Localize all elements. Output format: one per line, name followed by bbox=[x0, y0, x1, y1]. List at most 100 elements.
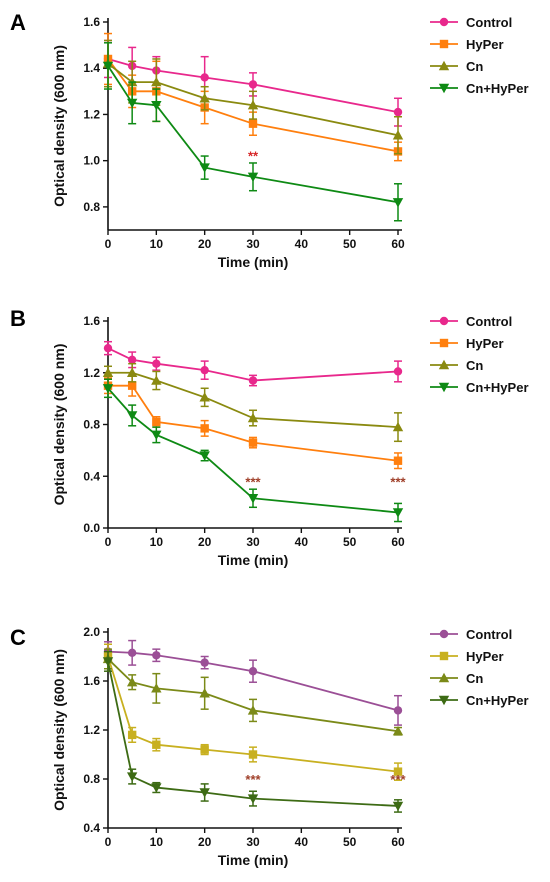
legend-marker bbox=[439, 338, 449, 348]
data-point bbox=[126, 98, 138, 109]
data-point bbox=[126, 367, 138, 377]
y-axis-title: Optical density (600 nm) bbox=[51, 45, 67, 207]
legend-entry: Cn bbox=[430, 59, 483, 74]
legend-entry: Cn+HyPer bbox=[430, 380, 529, 395]
series-line bbox=[107, 661, 399, 807]
legend-label: HyPer bbox=[466, 37, 504, 52]
data-point bbox=[392, 130, 404, 140]
legend-entry: HyPer bbox=[430, 37, 504, 52]
data-point bbox=[392, 801, 404, 812]
x-tick-label: 0 bbox=[105, 237, 112, 251]
legend-entry: Control bbox=[430, 15, 512, 30]
series-cn-hyper bbox=[102, 378, 404, 523]
legend-entry: HyPer bbox=[430, 649, 504, 664]
data-point bbox=[393, 107, 403, 117]
data-point bbox=[102, 61, 114, 72]
data-point bbox=[200, 365, 209, 375]
data-point bbox=[127, 730, 137, 740]
data-point bbox=[248, 119, 258, 128]
x-tick-label: 0 bbox=[105, 835, 112, 849]
legend-entry: Cn bbox=[430, 671, 483, 686]
data-point bbox=[102, 367, 114, 377]
legend-label: Cn+HyPer bbox=[466, 380, 529, 395]
data-point bbox=[152, 740, 161, 749]
data-point bbox=[393, 456, 403, 465]
legend-entry: Cn bbox=[430, 358, 483, 373]
y-tick-label: 2.0 bbox=[83, 625, 100, 639]
data-point bbox=[200, 73, 209, 82]
x-tick-label: 30 bbox=[246, 535, 260, 549]
series-line bbox=[107, 387, 399, 514]
data-point bbox=[393, 706, 403, 715]
data-point bbox=[248, 667, 258, 676]
legend-marker bbox=[438, 695, 450, 706]
x-tick-label: 30 bbox=[246, 237, 260, 251]
x-axis-title: Time (min) bbox=[218, 852, 289, 868]
legend-marker bbox=[438, 382, 450, 393]
data-point bbox=[151, 101, 162, 111]
data-point bbox=[152, 651, 161, 660]
data-point bbox=[126, 411, 138, 421]
data-point bbox=[151, 76, 162, 87]
data-point bbox=[199, 392, 210, 402]
data-point bbox=[200, 745, 209, 754]
data-point bbox=[199, 688, 210, 698]
y-axis-title: Optical density (600 nm) bbox=[51, 649, 67, 811]
y-tick-label: 1.6 bbox=[83, 674, 100, 688]
data-point bbox=[247, 412, 259, 423]
data-point bbox=[393, 367, 403, 376]
data-point bbox=[127, 648, 137, 658]
legend-marker bbox=[439, 651, 449, 661]
panel-a: A 0.8 1.0 1.2 1.4 1.6 0 10 20 30 40 50 60 Time (min) O… bbox=[10, 10, 529, 270]
y-tick-label: 1.2 bbox=[83, 366, 100, 380]
legend-marker bbox=[439, 39, 449, 49]
data-point bbox=[151, 430, 162, 441]
y-tick-label: 0.8 bbox=[83, 200, 100, 214]
legend-label: Control bbox=[466, 627, 512, 642]
data-point bbox=[102, 657, 114, 667]
data-point bbox=[393, 767, 403, 776]
data-point bbox=[247, 100, 259, 110]
data-point bbox=[199, 93, 210, 103]
series-line bbox=[107, 656, 399, 773]
data-point bbox=[248, 750, 258, 759]
significance-marker: *** bbox=[245, 772, 261, 787]
legend-entry: Cn+HyPer bbox=[430, 693, 529, 708]
y-axis-title: Optical density (600 nm) bbox=[51, 344, 67, 506]
legend-marker bbox=[438, 672, 450, 683]
x-tick-label: 20 bbox=[198, 237, 212, 251]
data-point bbox=[248, 376, 258, 385]
series-line bbox=[108, 371, 399, 428]
data-point bbox=[247, 705, 259, 715]
data-point bbox=[248, 80, 258, 89]
series-cn-hyper bbox=[102, 42, 404, 222]
panel-b: B 0.0 0.4 0.8 1.2 1.6 0 10 20 30 40 50 60 Time (min) O… bbox=[10, 306, 529, 568]
legend-label: HyPer bbox=[466, 336, 504, 351]
legend-label: Cn+HyPer bbox=[466, 81, 529, 96]
data-point bbox=[247, 494, 259, 504]
panel-label: A bbox=[10, 10, 26, 35]
series-cn bbox=[102, 39, 404, 155]
data-point bbox=[151, 783, 162, 793]
data-point bbox=[247, 794, 259, 804]
data-point bbox=[152, 359, 161, 368]
data-point bbox=[102, 384, 114, 394]
legend-marker bbox=[438, 359, 450, 370]
series-line bbox=[107, 62, 399, 137]
x-tick-label: 20 bbox=[198, 835, 212, 849]
y-tick-label: 1.6 bbox=[83, 15, 100, 29]
x-tick-label: 0 bbox=[105, 535, 112, 549]
data-point bbox=[199, 788, 210, 798]
data-point bbox=[199, 163, 210, 173]
data-point bbox=[247, 172, 259, 183]
series-line bbox=[107, 658, 399, 733]
series-line bbox=[107, 65, 399, 204]
data-point bbox=[127, 355, 137, 365]
x-tick-label: 10 bbox=[150, 835, 164, 849]
legend-label: Cn bbox=[466, 671, 483, 686]
x-tick-label: 60 bbox=[391, 535, 405, 549]
panel-c: C 0.4 0.8 1.2 1.6 2.0 0 10 20 30 40 50 60 Time (min) O… bbox=[10, 625, 529, 868]
y-tick-label: 0.8 bbox=[83, 418, 100, 432]
